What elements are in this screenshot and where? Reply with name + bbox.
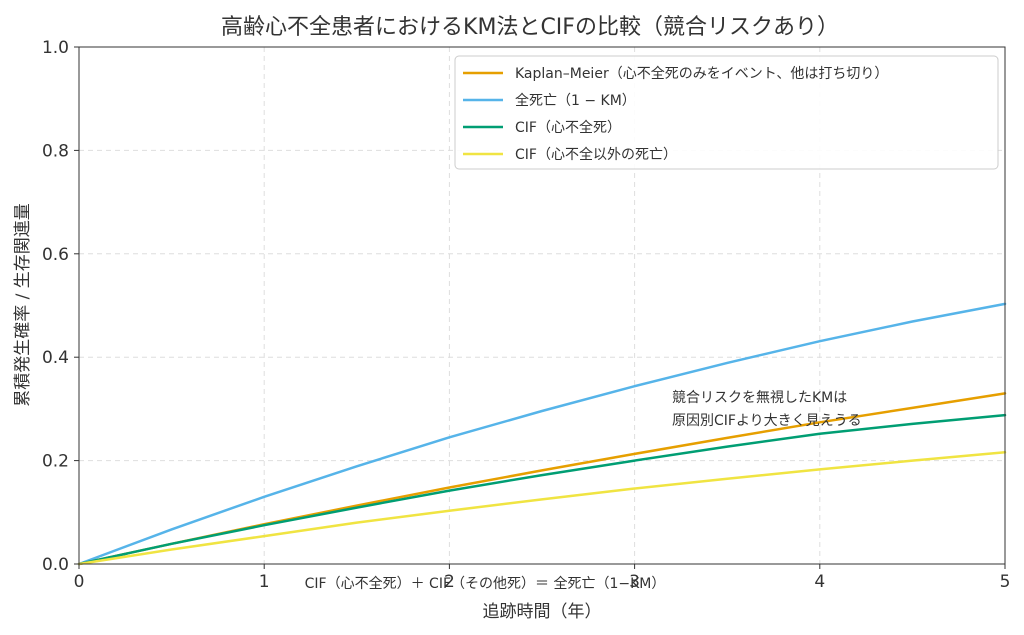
legend-label: CIF（心不全以外の死亡） bbox=[515, 146, 677, 163]
y-axis-label: 累積発生確率 / 生存関連量 bbox=[13, 203, 33, 407]
x-tick-label: 0 bbox=[74, 572, 85, 592]
series-line-2 bbox=[77, 302, 1007, 566]
x-tick-label: 2 bbox=[444, 572, 455, 592]
x-tick-label: 1 bbox=[259, 572, 270, 592]
x-axis-label: 追跡時間（年） bbox=[483, 602, 602, 622]
x-tick-label: 3 bbox=[629, 572, 640, 592]
chart-title: 高齢心不全患者におけるKM法とCIFの比較（競合リスクあり） bbox=[221, 15, 839, 40]
plot-frame bbox=[78, 46, 1006, 565]
legend: Kaplan–Meier（心不全死のみをイベント、他は打ち切り） 全死亡（1 − … bbox=[454, 55, 999, 170]
y-tick-label: 0.0 bbox=[42, 555, 69, 575]
series-line-3 bbox=[77, 413, 1007, 566]
annotation-line-1: 競合リスクを無視したKMは bbox=[672, 390, 847, 406]
y-tick-label: 0.6 bbox=[42, 245, 69, 265]
y-tick-label: 0.4 bbox=[42, 348, 69, 368]
series-line-4 bbox=[77, 451, 1007, 566]
legend-box bbox=[454, 55, 999, 170]
ticks: 0 1 2 3 4 5 0.0 0.2 0.4 0.6 0.8 1.0 bbox=[42, 38, 1010, 592]
annotation-line-2: 原因別CIFより大きく見えうる bbox=[672, 413, 862, 429]
series-line-1 bbox=[77, 392, 1007, 566]
series-layer bbox=[77, 302, 1007, 566]
legend-label: Kaplan–Meier（心不全死のみをイベント、他は打ち切り） bbox=[515, 65, 888, 82]
legend-label: 全死亡（1 − KM） bbox=[515, 92, 636, 109]
y-tick-label: 0.2 bbox=[42, 452, 69, 472]
x-tick-label: 4 bbox=[814, 572, 825, 592]
identity-note: CIF（心不全死）＋ CIF（その他死）＝ 全死亡（1−KM） bbox=[305, 575, 666, 592]
legend-label: CIF（心不全死） bbox=[515, 119, 621, 136]
y-tick-label: 0.8 bbox=[42, 141, 69, 161]
x-tick-label: 5 bbox=[1000, 572, 1011, 592]
y-tick-label: 1.0 bbox=[42, 38, 69, 58]
